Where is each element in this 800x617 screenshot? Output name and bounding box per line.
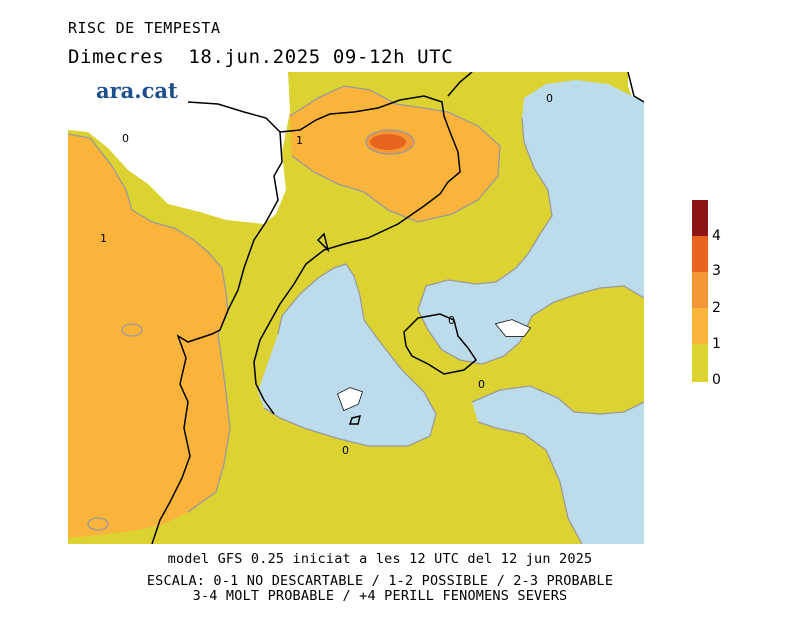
coastline-north <box>187 101 281 133</box>
forecast-date: 18.jun.2025 <box>188 46 321 68</box>
coastline-east <box>253 95 461 415</box>
risk-area-1-2-west <box>68 134 230 538</box>
forecast-day: Dimecres <box>68 46 165 68</box>
island-mallorca <box>403 313 477 375</box>
legend-tick: 1 <box>712 336 721 352</box>
legend-labels: 4 3 2 1 0 <box>712 200 742 390</box>
risk-area-3-4 <box>370 134 406 150</box>
no-data-area <box>68 72 290 224</box>
scale-description-2: 3-4 MOLT PROBABLE / +4 PERILL FENOMENS S… <box>192 588 568 604</box>
map-title: RISC DE TEMPESTA <box>68 19 221 37</box>
legend-swatch-0 <box>692 344 708 382</box>
low-risk-sea-1 <box>258 264 436 446</box>
scale-description-1: ESCALA: 0-1 NO DESCARTABLE / 1-2 POSSIBL… <box>146 573 614 589</box>
legend-swatch-3 <box>692 236 708 272</box>
legend-tick: 0 <box>712 372 721 388</box>
forecast-time-range: 09-12h UTC <box>332 46 454 68</box>
contour-label: 0 <box>122 132 129 145</box>
contour-label: 1 <box>296 134 303 147</box>
legend-tick: 4 <box>712 228 721 244</box>
legend-swatch-1 <box>692 308 708 344</box>
forecast-subtitle: Dimecres 18.jun.2025 09-12h UTC <box>68 46 453 68</box>
ara-cat-logo: ara.cat <box>96 78 178 103</box>
coastline-west <box>151 131 283 544</box>
contour-label: 0 <box>546 92 553 105</box>
legend-swatch-2 <box>692 272 708 308</box>
contour-label: 0 <box>342 444 349 457</box>
legend-tick: 3 <box>712 263 721 279</box>
legend-colorbar <box>692 200 708 382</box>
legend-tick: 2 <box>712 300 721 316</box>
model-info: model GFS 0.25 iniciat a les 12 UTC del … <box>167 551 593 567</box>
low-risk-sea-3 <box>472 386 644 544</box>
contour-label: 0 <box>478 378 485 391</box>
legend-swatch-4 <box>692 200 708 236</box>
low-risk-sea-2 <box>418 80 644 364</box>
contour-label: 0 <box>448 314 455 327</box>
storm-risk-map: 0 1 1 0 0 0 0 <box>68 72 644 544</box>
contour-label: 1 <box>100 232 107 245</box>
